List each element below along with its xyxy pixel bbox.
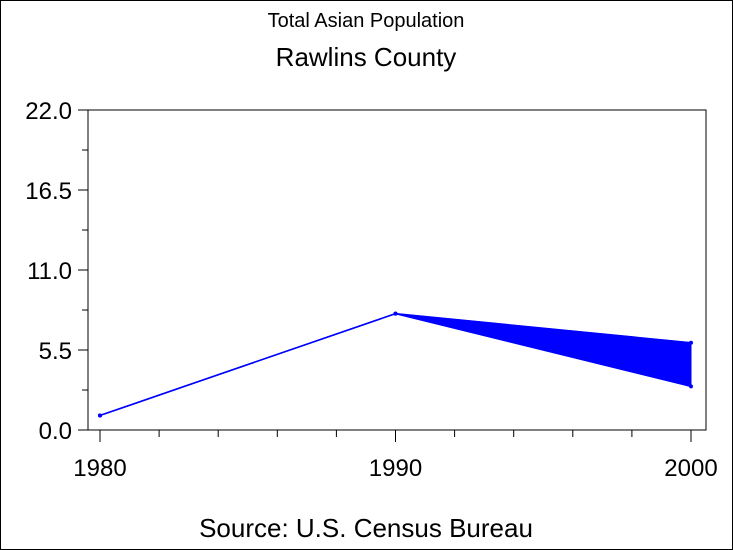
plot-area xyxy=(87,109,707,431)
chart-subtitle: Rawlins County xyxy=(276,42,457,72)
x-tick-label: 1990 xyxy=(369,455,422,482)
data-point xyxy=(98,413,102,418)
chart-footnote: Source: U.S. Census Bureau xyxy=(199,513,533,543)
y-tick-label: 5.5 xyxy=(39,338,72,365)
data-point xyxy=(393,311,398,316)
y-tick-label: 16.5 xyxy=(25,178,72,205)
y-tick-label: 0.0 xyxy=(39,418,72,445)
y-tick-label: 22.0 xyxy=(25,98,72,125)
x-tick-label: 2000 xyxy=(664,455,717,482)
series-line-lower xyxy=(99,312,692,417)
data-point xyxy=(689,340,693,345)
chart-title: Total Asian Population xyxy=(268,10,465,32)
x-tick-label: 1980 xyxy=(73,455,126,482)
y-tick-label: 11.0 xyxy=(27,258,72,285)
data-point xyxy=(689,384,693,389)
